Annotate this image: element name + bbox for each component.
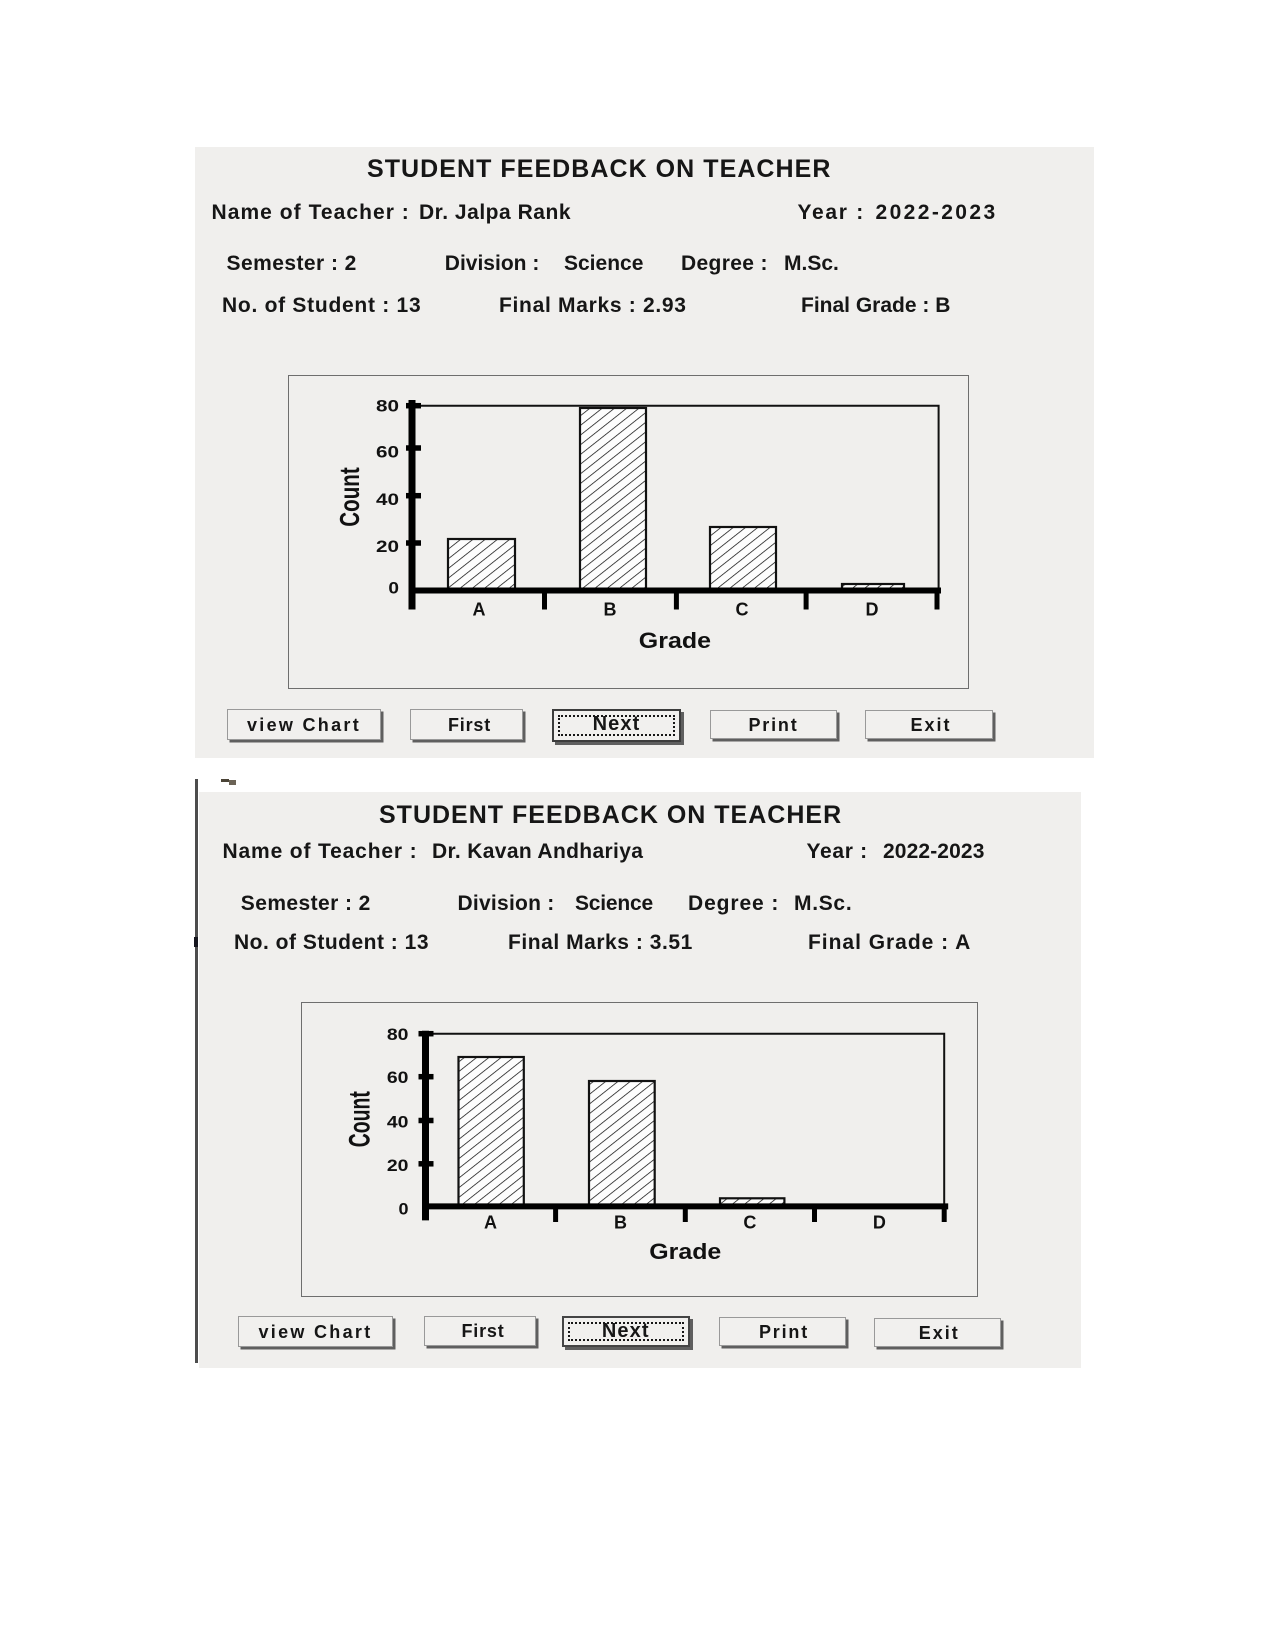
svg-text:Grade: Grade: [649, 1239, 721, 1264]
svg-text:0: 0: [399, 1201, 409, 1219]
svg-text:Count: Count: [334, 467, 365, 526]
svg-text:20: 20: [376, 538, 399, 556]
svg-text:D: D: [873, 1212, 886, 1232]
svg-text:Count: Count: [343, 1091, 376, 1147]
svg-text:D: D: [866, 599, 879, 619]
svg-text:40: 40: [387, 1114, 409, 1132]
svg-text:0: 0: [388, 580, 399, 598]
svg-text:Grade: Grade: [639, 628, 711, 653]
svg-text:B: B: [614, 1212, 627, 1232]
svg-text:80: 80: [387, 1026, 409, 1044]
svg-text:60: 60: [376, 443, 399, 461]
svg-text:80: 80: [376, 397, 399, 415]
svg-text:40: 40: [376, 491, 399, 509]
svg-text:B: B: [604, 599, 617, 619]
svg-text:C: C: [736, 599, 749, 619]
svg-text:60: 60: [387, 1069, 409, 1087]
svg-text:C: C: [743, 1212, 756, 1232]
svg-text:20: 20: [387, 1157, 409, 1175]
svg-text:A: A: [484, 1212, 497, 1232]
svg-text:A: A: [473, 599, 486, 619]
